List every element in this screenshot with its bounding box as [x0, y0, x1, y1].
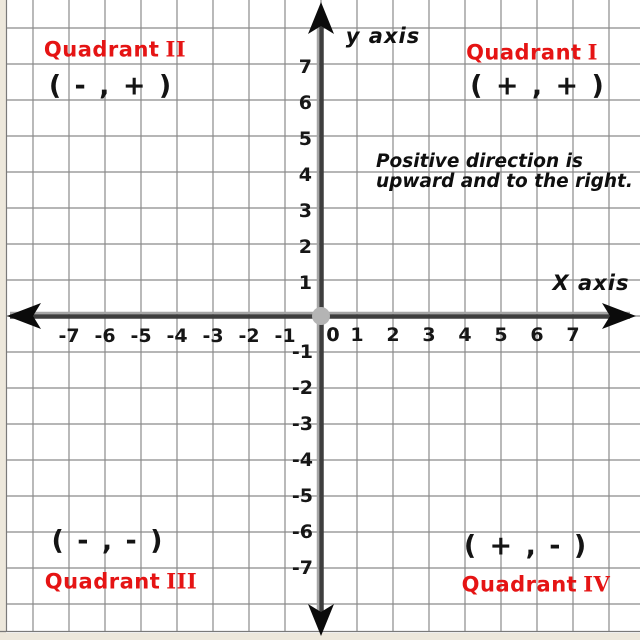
y-tick-3: 3: [298, 200, 312, 222]
x-tick--7: -7: [58, 325, 80, 347]
x-tick-4: 4: [458, 324, 472, 346]
note-line-1: Positive direction is: [376, 151, 583, 172]
y-tick--3: -3: [291, 413, 313, 435]
origin-label: 0: [326, 324, 340, 346]
quadrant-4-label: Quadrant IV: [462, 572, 611, 597]
x-tick--1: -1: [274, 325, 296, 347]
y-tick-5: 5: [298, 128, 312, 150]
y-tick--5: -5: [291, 485, 313, 507]
y-axis-down-arrow: [308, 604, 334, 636]
y-tick--6: -6: [291, 521, 313, 543]
x-tick-3: 3: [422, 324, 436, 346]
x-tick--5: -5: [130, 325, 152, 347]
x-tick-0: 0: [326, 324, 340, 346]
y-tick--4: -4: [291, 449, 313, 471]
quadrant-1-word: Quadrant: [466, 40, 582, 65]
x-tick-6: 6: [530, 324, 544, 346]
quadrant-3-word: Quadrant: [44, 569, 161, 594]
y-tick--1: -1: [291, 341, 313, 363]
y-tick-1: 1: [298, 272, 312, 294]
quadrant-3-label: Quadrant III: [45, 569, 198, 594]
frame-bottom: [0, 633, 640, 640]
quadrant-2-word: Quadrant: [43, 37, 160, 62]
x-tick--4: -4: [166, 325, 188, 347]
quadrant-4-word: Quadrant: [461, 572, 578, 597]
x-tick-7: 7: [566, 324, 580, 346]
x-tick-2: 2: [386, 324, 400, 346]
y-tick-4: 4: [298, 164, 312, 186]
origin-dot: [312, 307, 330, 325]
x-axis-label: X axis: [552, 271, 630, 295]
frame-left: [0, 0, 6, 640]
quadrant-2-numeral: II: [165, 36, 187, 62]
quadrant-1-numeral: I: [587, 39, 598, 65]
x-tick--6: -6: [94, 325, 116, 347]
y-axis-label: y axis: [345, 24, 421, 48]
x-tick-5: 5: [494, 324, 508, 346]
quadrant-4-signs: ( + , - ): [463, 530, 589, 562]
x-tick-1: 1: [350, 324, 364, 346]
quadrant-2-label: Quadrant II: [44, 37, 186, 62]
y-tick-6: 6: [298, 92, 312, 114]
quadrant-1-signs: ( + , + ): [470, 70, 606, 102]
quadrant-1-label: Quadrant I: [466, 40, 598, 65]
x-tick--2: -2: [238, 325, 260, 347]
quadrant-2-signs: ( - , + ): [48, 70, 174, 102]
y-tick-7: 7: [298, 56, 312, 78]
y-tick--7: -7: [291, 557, 313, 579]
quadrant-4-numeral: IV: [583, 571, 611, 597]
note-line-2: upward and to the right.: [376, 171, 633, 192]
x-axis-left-arrow: [7, 303, 41, 329]
x-axis-right-arrow: [602, 303, 636, 329]
y-tick--2: -2: [291, 377, 313, 399]
positive-direction-note: Positive direction is upward and to the …: [376, 152, 633, 192]
y-tick-2: 2: [298, 236, 312, 258]
quadrant-3-signs: ( - , - ): [51, 525, 165, 557]
quadrant-3-numeral: III: [166, 568, 198, 594]
x-tick--3: -3: [202, 325, 224, 347]
y-axis-up-arrow: [308, 2, 334, 34]
